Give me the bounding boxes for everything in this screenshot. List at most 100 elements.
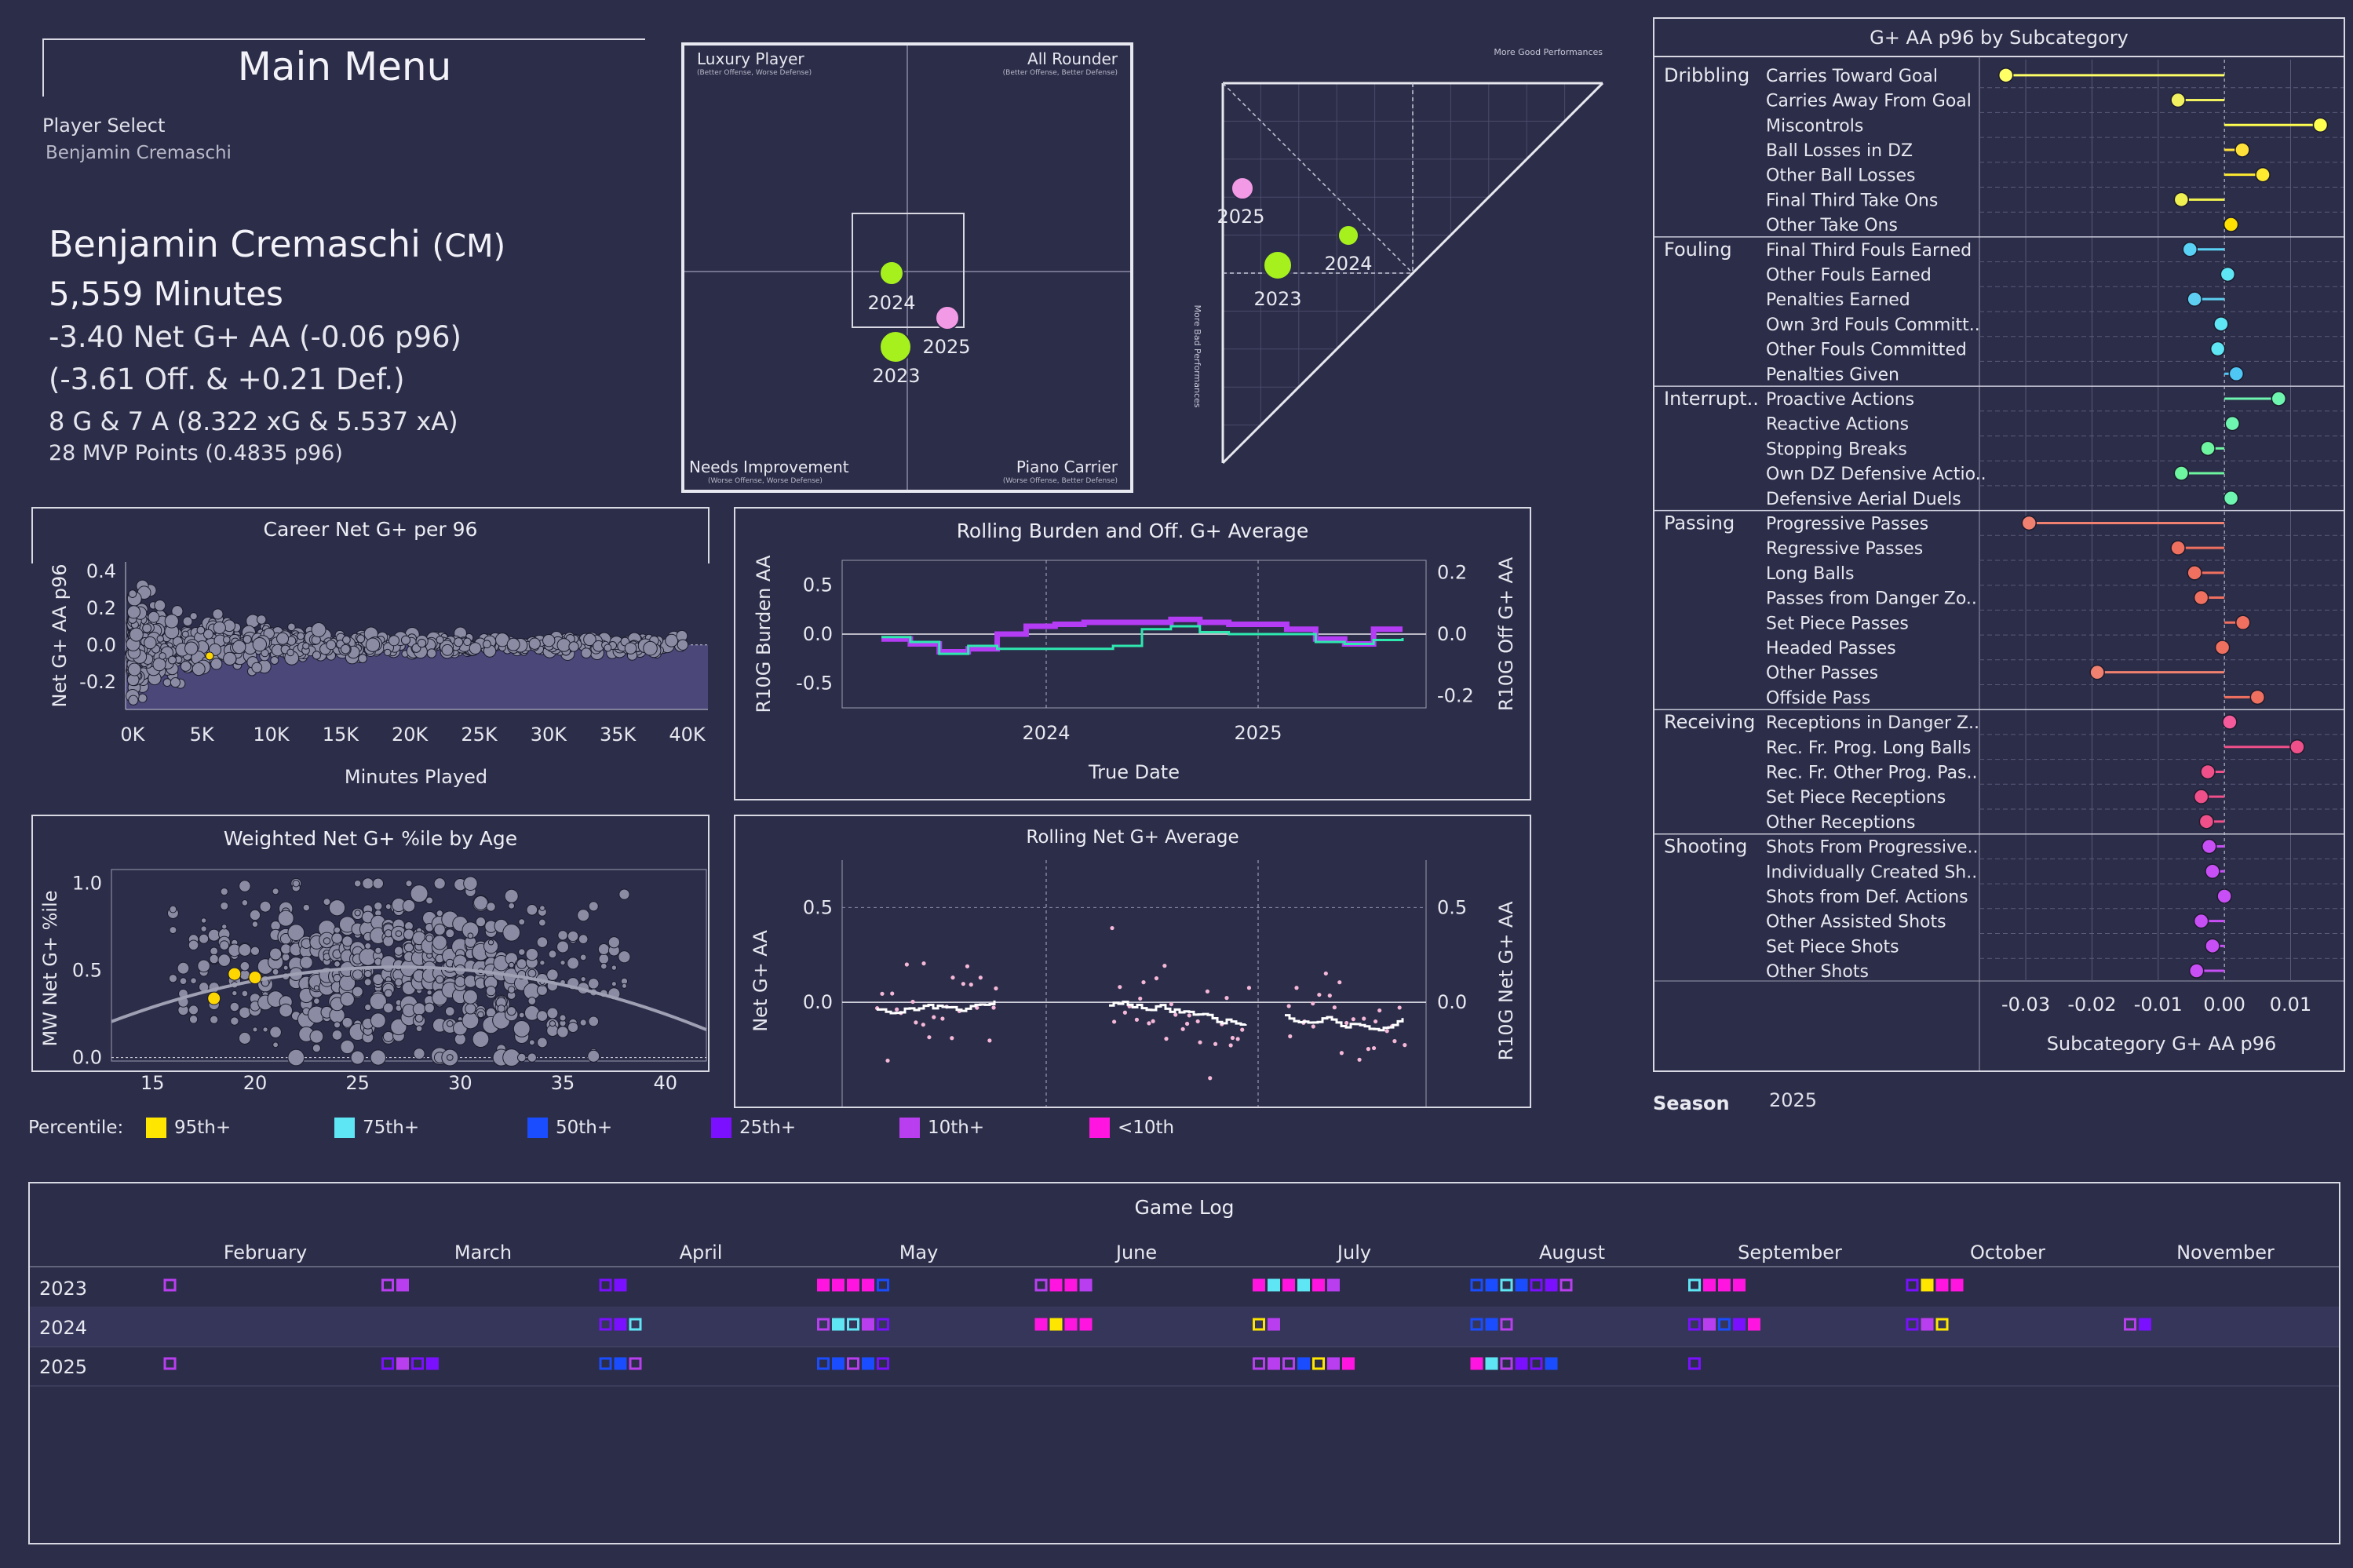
game-log-cell[interactable] — [1688, 1357, 1701, 1370]
game-log-cell[interactable] — [877, 1318, 889, 1331]
game-log-cell[interactable] — [817, 1278, 830, 1292]
game-log-cell[interactable] — [877, 1278, 889, 1292]
game-log-cell[interactable] — [396, 1278, 409, 1292]
game-log-cell[interactable] — [1485, 1278, 1498, 1292]
game-log-cell[interactable] — [832, 1357, 845, 1370]
game-log-cell[interactable] — [1253, 1318, 1265, 1331]
game-log-cell[interactable] — [847, 1357, 859, 1370]
season-filter-dropdown[interactable]: 2025 — [1769, 1089, 1818, 1111]
game-log-cell[interactable] — [1342, 1357, 1355, 1370]
game-log-cell[interactable] — [629, 1318, 642, 1331]
quad-point-2023[interactable] — [879, 330, 912, 363]
game-log-cell[interactable] — [1049, 1318, 1063, 1331]
game-log-cell[interactable] — [1470, 1318, 1483, 1331]
game-log-cell[interactable] — [877, 1357, 889, 1370]
game-log-cell[interactable] — [1268, 1278, 1280, 1292]
game-log-cell[interactable] — [426, 1357, 439, 1370]
subcategory-dot — [2193, 913, 2209, 929]
game-log-cell[interactable] — [599, 1357, 612, 1370]
game-log-cell[interactable] — [817, 1318, 830, 1331]
game-log-cell[interactable] — [832, 1278, 845, 1292]
game-log-cell[interactable] — [1515, 1357, 1528, 1370]
game-log-cell[interactable] — [381, 1278, 394, 1292]
game-log-cell[interactable] — [1268, 1318, 1280, 1331]
tri-point-2025[interactable] — [1231, 177, 1254, 200]
game-log-cell[interactable] — [1470, 1278, 1483, 1292]
game-log-cell[interactable] — [832, 1318, 845, 1331]
game-log-cell[interactable] — [1282, 1278, 1295, 1292]
player-select-dropdown[interactable]: Benjamin Cremaschi — [46, 143, 232, 163]
game-log-cell[interactable] — [862, 1357, 874, 1370]
game-log-cell[interactable] — [1064, 1278, 1078, 1292]
game-log-cell[interactable] — [1327, 1357, 1340, 1370]
career-point — [167, 655, 177, 665]
game-log-cell[interactable] — [1485, 1318, 1498, 1331]
game-log-cell[interactable] — [614, 1318, 627, 1331]
game-log-cell[interactable] — [1703, 1278, 1716, 1292]
game-log-cell[interactable] — [1703, 1318, 1716, 1331]
game-log-cell[interactable] — [1560, 1278, 1573, 1292]
tri-point-2023[interactable] — [1263, 250, 1293, 280]
game-log-cell[interactable] — [1049, 1278, 1063, 1292]
game-log-cell[interactable] — [1034, 1278, 1048, 1292]
game-log-cell[interactable] — [1470, 1357, 1483, 1370]
quad-point-2024[interactable] — [879, 261, 904, 286]
game-log-cell[interactable] — [411, 1357, 424, 1370]
game-log-cell[interactable] — [1950, 1278, 1964, 1292]
game-log-cell[interactable] — [2124, 1318, 2136, 1331]
game-log-cell[interactable] — [1545, 1357, 1558, 1370]
game-log-cell[interactable] — [1688, 1318, 1701, 1331]
game-log-cell[interactable] — [1748, 1318, 1760, 1331]
game-log-cell[interactable] — [1500, 1318, 1513, 1331]
game-log-cell[interactable] — [1034, 1318, 1048, 1331]
quad-point-2025[interactable] — [935, 305, 960, 330]
game-log-cell[interactable] — [1906, 1318, 1919, 1331]
game-log-cell[interactable] — [163, 1357, 177, 1370]
game-log-cell[interactable] — [1921, 1278, 1934, 1292]
game-log-cell[interactable] — [1500, 1278, 1513, 1292]
game-log-cell[interactable] — [1079, 1318, 1093, 1331]
game-log-cell[interactable] — [862, 1318, 874, 1331]
game-log-cell[interactable] — [1312, 1357, 1325, 1370]
game-log-cell[interactable] — [629, 1357, 642, 1370]
game-log-cell[interactable] — [1327, 1278, 1340, 1292]
game-log-cell[interactable] — [1688, 1278, 1701, 1292]
game-log-cell[interactable] — [163, 1278, 177, 1292]
game-log-cell[interactable] — [1312, 1278, 1325, 1292]
game-log-cell[interactable] — [1906, 1278, 1919, 1292]
game-log-cell[interactable] — [1530, 1357, 1543, 1370]
game-log-cell[interactable] — [1515, 1278, 1528, 1292]
game-log-cell[interactable] — [862, 1278, 874, 1292]
game-log-cell[interactable] — [1282, 1357, 1295, 1370]
game-log-cell[interactable] — [1545, 1278, 1558, 1292]
game-log-cell[interactable] — [396, 1357, 409, 1370]
game-log-cell[interactable] — [1064, 1318, 1078, 1331]
game-log-cell[interactable] — [1253, 1278, 1265, 1292]
tri-point-2024[interactable] — [1337, 224, 1359, 246]
game-log-cell[interactable] — [1079, 1278, 1093, 1292]
game-log-cell[interactable] — [1935, 1278, 1949, 1292]
game-log-cell[interactable] — [1268, 1357, 1280, 1370]
game-log-cell[interactable] — [1530, 1278, 1543, 1292]
game-log-cell[interactable] — [1733, 1318, 1746, 1331]
game-log-cell[interactable] — [1297, 1278, 1310, 1292]
game-log-cell[interactable] — [1921, 1318, 1934, 1331]
game-log-cell[interactable] — [817, 1357, 830, 1370]
game-log-cell[interactable] — [1733, 1278, 1746, 1292]
game-log-cell[interactable] — [847, 1318, 859, 1331]
game-log-cell[interactable] — [614, 1278, 627, 1292]
game-log-cell[interactable] — [1500, 1357, 1513, 1370]
game-log-cell[interactable] — [2139, 1318, 2151, 1331]
game-log-cell[interactable] — [1718, 1318, 1731, 1331]
game-log-cell[interactable] — [1935, 1318, 1949, 1331]
game-log-cell[interactable] — [1253, 1357, 1265, 1370]
game-log-cell[interactable] — [381, 1357, 394, 1370]
game-log-cell[interactable] — [1718, 1278, 1731, 1292]
game-log-cell[interactable] — [599, 1278, 612, 1292]
game-log-cell[interactable] — [847, 1278, 859, 1292]
game-log-cell[interactable] — [599, 1318, 612, 1331]
game-log-cell[interactable] — [1485, 1357, 1498, 1370]
game-log-cell[interactable] — [1297, 1357, 1310, 1370]
main-menu-button[interactable]: Main Menu — [237, 44, 452, 89]
game-log-cell[interactable] — [614, 1357, 627, 1370]
